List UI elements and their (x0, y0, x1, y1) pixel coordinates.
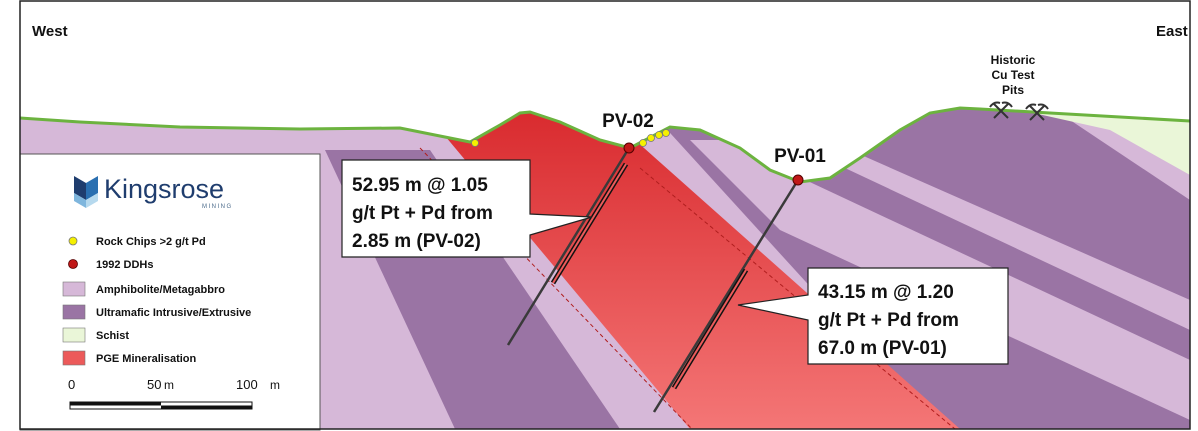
scale-label: m (164, 378, 174, 392)
callout-line: 52.95 m @ 1.05 (352, 175, 488, 196)
west-label: West (32, 23, 68, 40)
callout-line: 67.0 m (PV-01) (818, 338, 947, 359)
scale-label: 0 (68, 377, 75, 392)
callout-pv01: 43.15 m @ 1.20 g/t Pt + Pd from 67.0 m (… (737, 267, 1009, 365)
scale-label: m (270, 378, 280, 392)
drillhole-intercept-fill-pv02 (552, 163, 627, 284)
scale-label: 50 (147, 377, 161, 392)
drillhole-intercept-fill-pv01 (673, 269, 747, 389)
collar-pv01 (792, 174, 804, 186)
callout-line: g/t Pt + Pd from (352, 203, 493, 224)
callout-line: 2.85 m (PV-02) (352, 231, 481, 252)
legend-label: 1992 DDHs (96, 259, 153, 271)
legend-swatch-ultramafic (62, 304, 86, 320)
rock-chip-samples (471, 129, 670, 147)
legend-symbol-rock-chip (68, 236, 78, 246)
callout-line: g/t Pt + Pd from (818, 310, 959, 331)
historic-label-line: Pits (1002, 83, 1024, 97)
legend-swatch-mineralisation (62, 350, 86, 366)
pickaxe-icon (1025, 103, 1049, 121)
figure-frame (19, 0, 1191, 430)
rock-chip-sample (647, 134, 655, 142)
historic-label-line: Cu Test (991, 68, 1034, 82)
drillhole-trace-pv01 (652, 179, 800, 413)
ultramafic-unit-east (850, 108, 1190, 300)
collar-pv02 (623, 142, 635, 154)
pickaxe-icon (989, 101, 1013, 119)
legend-label: Ultramafic Intrusive/Extrusive (96, 307, 251, 319)
historic-label-line: Historic (991, 53, 1036, 67)
rock-chip-sample (471, 139, 479, 147)
hole-label-pv02: PV-02 (602, 111, 654, 132)
kingsrose-logo-icon (74, 176, 98, 208)
legend-swatch-amphibolite (62, 281, 86, 297)
rock-chip-sample (662, 129, 670, 137)
brand-subtitle: MINING (202, 204, 233, 210)
legend-swatch-schist (62, 327, 86, 343)
east-label: East (1156, 23, 1188, 40)
ground-surface-line (19, 106, 1191, 184)
brand-name: Kingsrose (104, 174, 224, 204)
callout-pv02: 52.95 m @ 1.05 g/t Pt + Pd from 2.85 m (… (341, 159, 593, 258)
legend-label: Schist (96, 330, 129, 342)
rock-chip-sample (639, 139, 647, 147)
scale-bar (69, 401, 253, 410)
hole-label-pv01: PV-01 (774, 146, 826, 167)
legend-panel: Kingsrose MINING Rock Chips >2 g/t Pd 19… (19, 153, 321, 431)
amphibolite-east-strip (1040, 108, 1190, 200)
legend-label: Amphibolite/Metagabbro (96, 284, 225, 296)
legend-label: PGE Mineralisation (96, 353, 197, 365)
callout-line: 43.15 m @ 1.20 (818, 282, 954, 303)
scale-label: 100 (236, 377, 258, 392)
legend-symbol-ddh (68, 259, 78, 269)
rock-chip-sample (655, 131, 663, 139)
drillhole-trace-pv02 (506, 147, 631, 346)
legend-label: Rock Chips >2 g/t Pd (96, 236, 206, 248)
